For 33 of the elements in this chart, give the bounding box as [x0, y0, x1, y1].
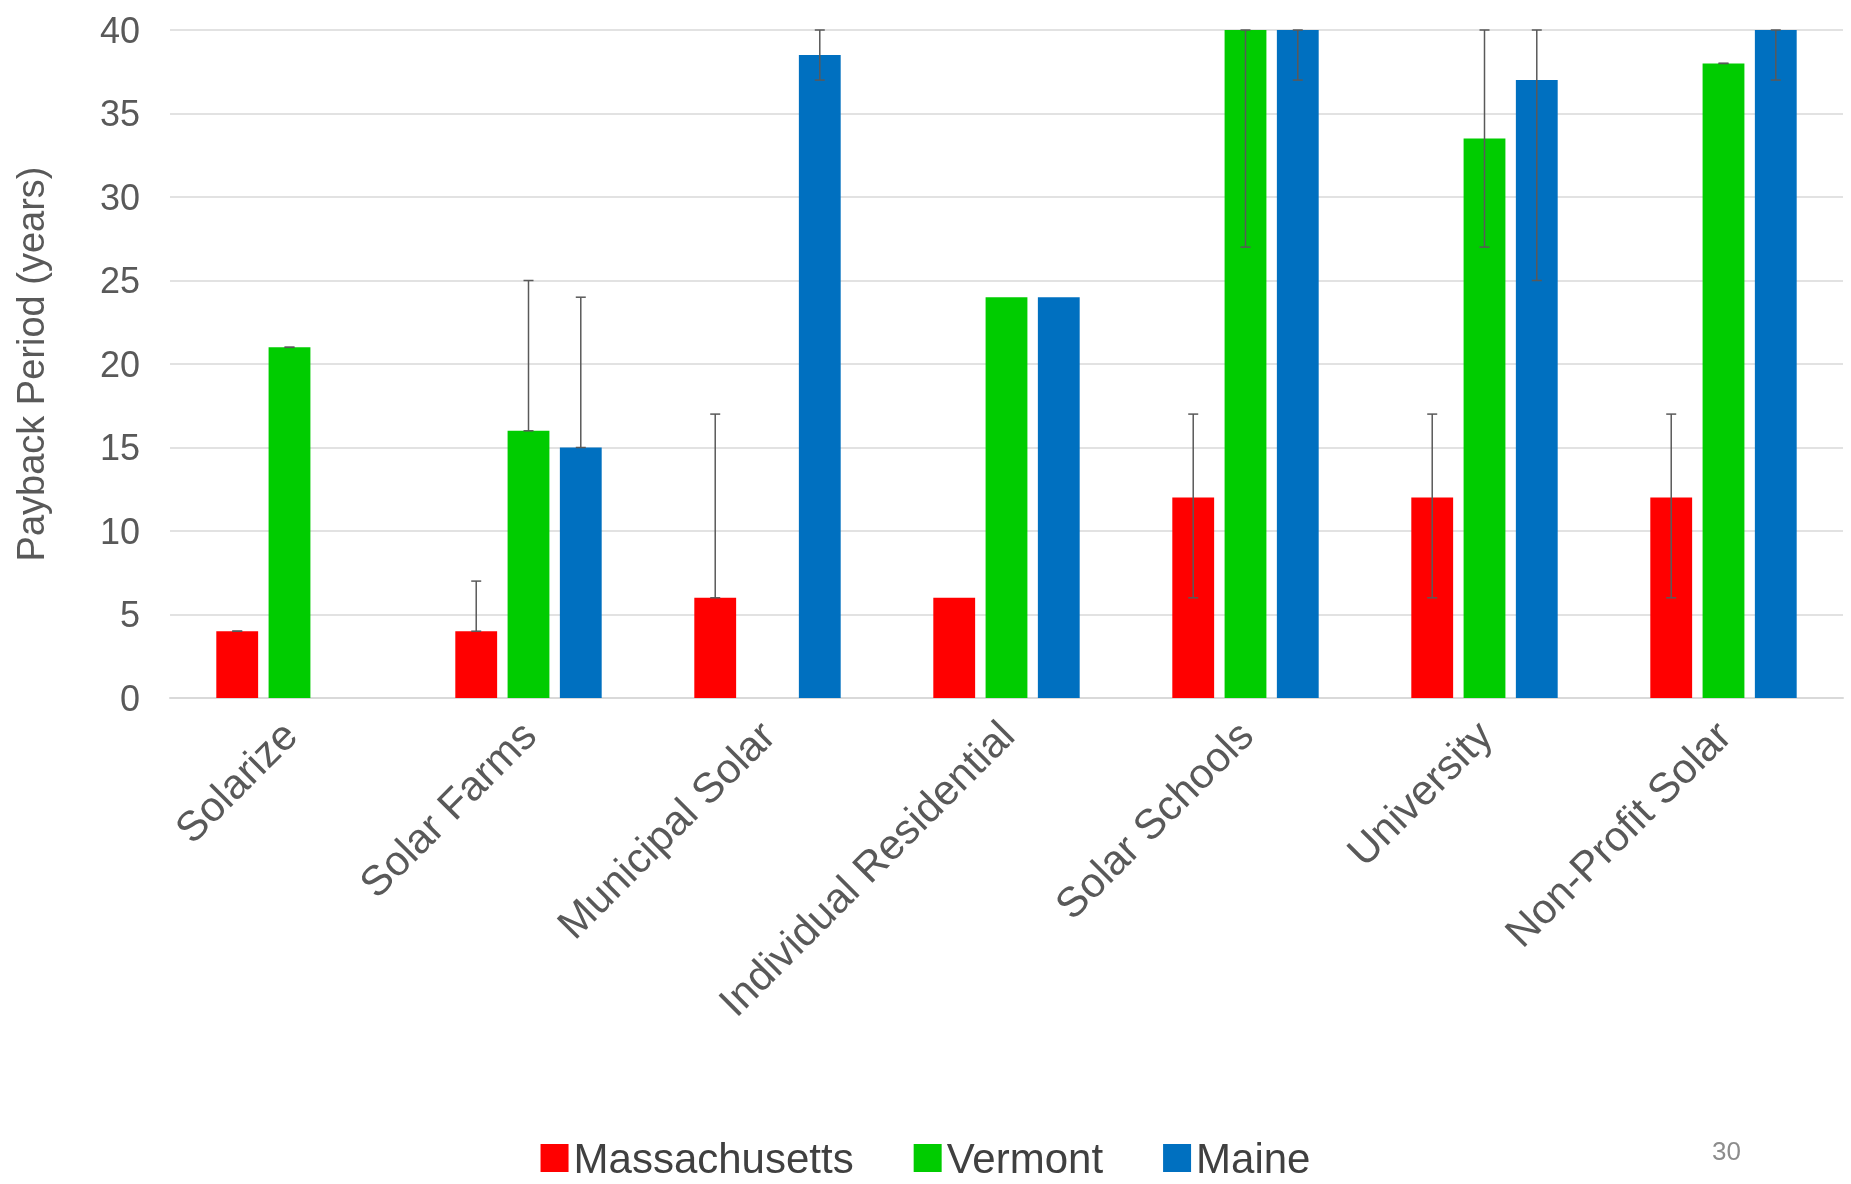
bar — [798, 55, 841, 698]
y-tick-label: 25 — [99, 260, 140, 301]
legend-label: Maine — [1196, 1134, 1311, 1182]
bar — [1172, 497, 1215, 698]
bar — [1224, 30, 1267, 698]
y-axis-title: Payback Period (years) — [10, 166, 52, 562]
y-tick-label: 5 — [119, 594, 140, 635]
text: 30 — [1712, 1136, 1741, 1166]
y-tick-label: 0 — [119, 677, 140, 719]
bar — [1463, 138, 1506, 698]
bar — [985, 297, 1028, 698]
bar — [559, 447, 602, 698]
bar — [1515, 80, 1558, 698]
y-tick-label: 30 — [99, 176, 140, 218]
bar — [455, 631, 498, 698]
bar — [1702, 63, 1745, 698]
bar — [507, 430, 550, 698]
legend-label: Massachusetts — [573, 1134, 854, 1182]
y-tick-label: 35 — [99, 93, 140, 134]
y-tick-label: 40 — [99, 9, 140, 51]
bar — [1276, 30, 1319, 698]
bar — [933, 597, 976, 698]
bar — [268, 347, 311, 698]
y-tick-label: 15 — [99, 427, 140, 468]
bar — [1411, 497, 1454, 698]
bar — [1037, 297, 1080, 698]
bar — [694, 597, 737, 698]
bar — [1754, 30, 1797, 698]
legend-label: Vermont — [946, 1134, 1104, 1182]
bar — [1650, 497, 1693, 698]
y-tick-label: 10 — [99, 510, 140, 552]
y-tick-label: 20 — [99, 343, 140, 385]
bar — [216, 631, 259, 698]
